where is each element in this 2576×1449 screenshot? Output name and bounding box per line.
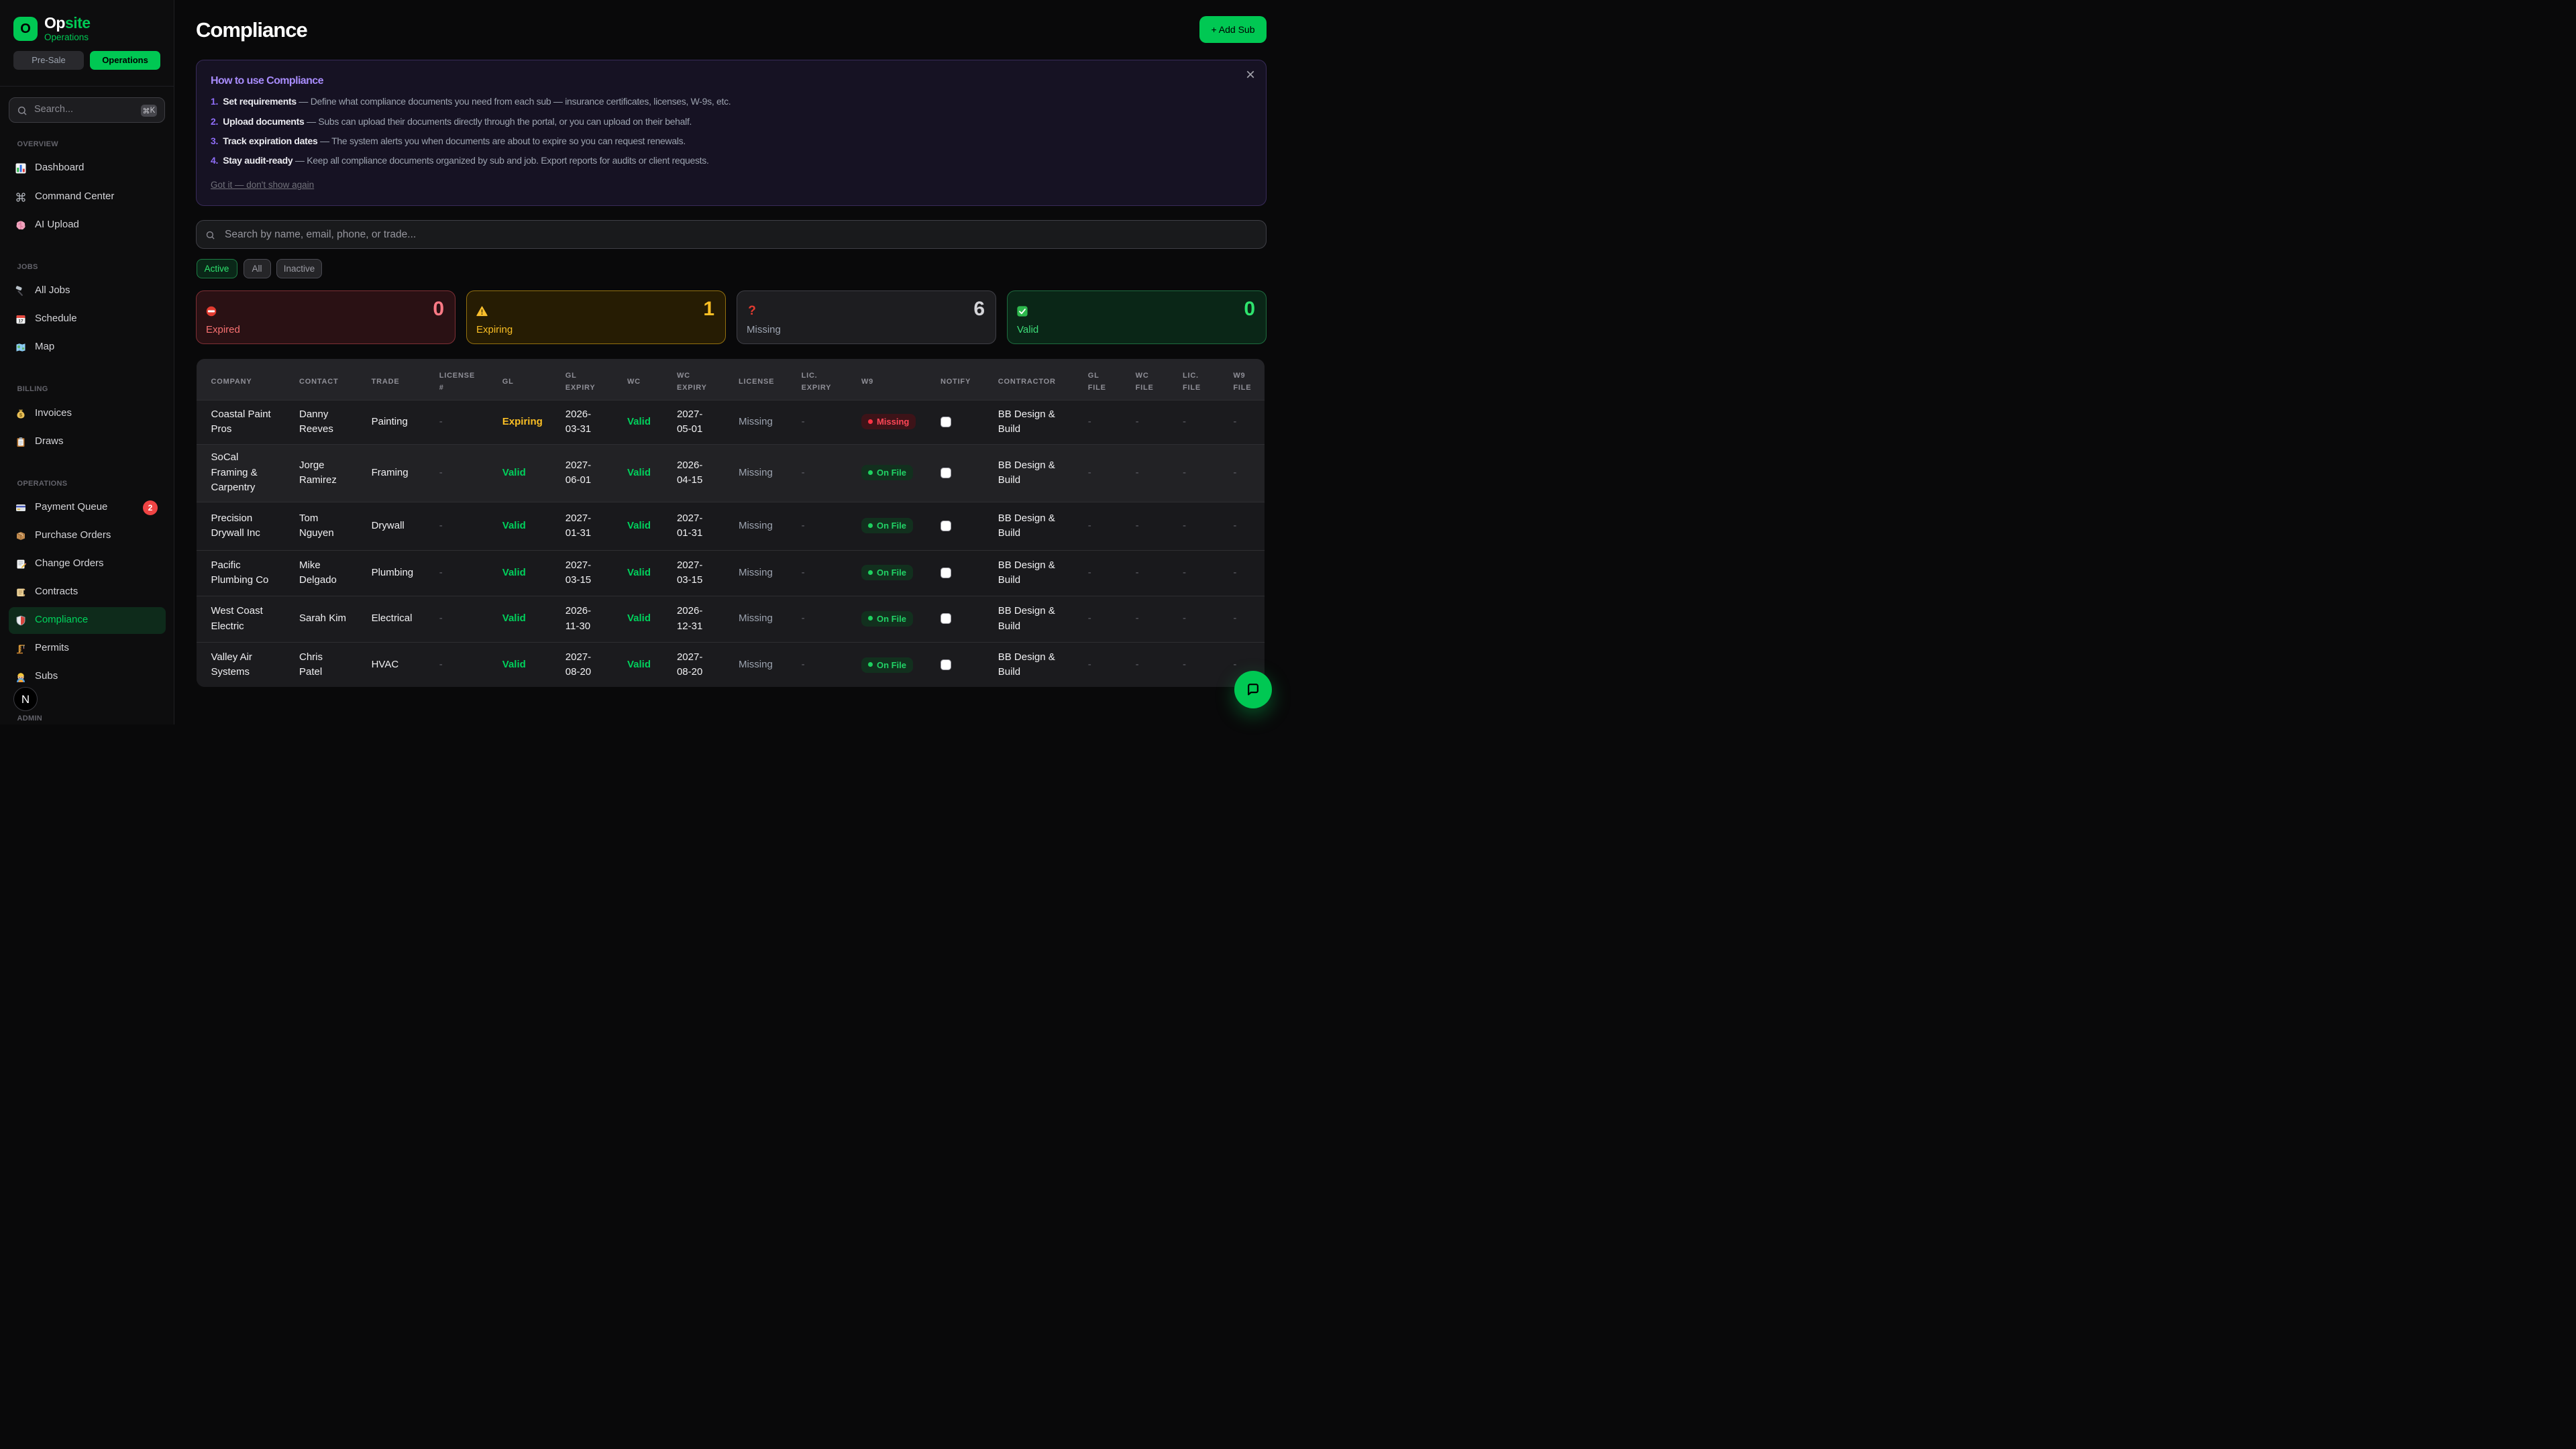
svg-text:$: $: [19, 412, 23, 418]
svg-text:17: 17: [18, 319, 23, 324]
